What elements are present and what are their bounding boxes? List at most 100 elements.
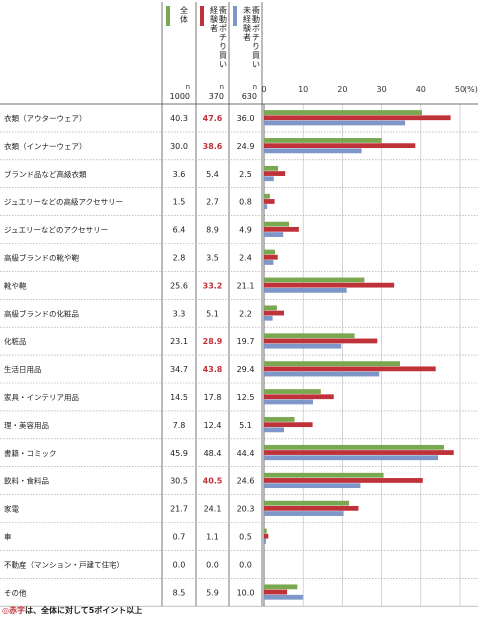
category-label: 高級ブランドの靴や鞄 xyxy=(4,252,79,262)
legend-swatch-exp xyxy=(200,6,204,26)
footnote-red-word: 赤字 xyxy=(9,605,25,615)
value-cell-exp: 43.8 xyxy=(203,365,223,374)
value-cell-noexp: 36.0 xyxy=(237,114,255,123)
value-cell-noexp: 24.6 xyxy=(237,477,255,486)
value-cell-all: 23.1 xyxy=(170,337,188,346)
bar-noexp xyxy=(264,343,342,349)
category-label: ブランド品など高級衣類 xyxy=(4,169,87,179)
bar-exp xyxy=(264,589,288,595)
x-tick-label: 0 xyxy=(261,85,266,94)
bar-exp xyxy=(264,478,423,483)
value-cell-all: 3.3 xyxy=(173,309,186,318)
value-cell-exp: 2.7 xyxy=(206,198,219,207)
bar-all xyxy=(264,472,384,478)
value-cell-noexp: 12.5 xyxy=(237,393,255,402)
bar-noexp xyxy=(264,232,284,237)
bar-exp xyxy=(264,533,269,539)
value-cell-all: 34.7 xyxy=(170,365,188,374)
bar-all xyxy=(264,305,277,311)
bar-noexp xyxy=(264,176,274,182)
bar-exp xyxy=(264,310,284,316)
value-cell-noexp: 2.2 xyxy=(239,309,252,318)
bar-noexp xyxy=(264,148,362,154)
value-cell-noexp: 21.1 xyxy=(237,281,255,290)
category-label: その他 xyxy=(4,587,27,597)
bar-noexp xyxy=(264,260,274,265)
category-label: 飲料・食料品 xyxy=(4,476,49,486)
bar-all xyxy=(264,500,350,506)
bar-all xyxy=(264,333,355,339)
bar-noexp xyxy=(264,594,304,600)
x-axis-unit: (%) xyxy=(464,85,478,94)
x-tick-label: 30 xyxy=(377,85,387,94)
value-cell-all: 3.6 xyxy=(173,170,186,179)
column-label-all: 全体 xyxy=(180,5,188,24)
bar-all xyxy=(264,444,444,450)
n-label-all: n xyxy=(186,83,190,91)
value-cell-exp: 5.1 xyxy=(206,309,219,318)
value-cell-all: 14.5 xyxy=(170,393,188,402)
bar-all xyxy=(264,528,267,534)
value-cell-exp: 5.9 xyxy=(206,588,219,597)
bar-all xyxy=(264,193,270,199)
value-cell-noexp: 2.4 xyxy=(239,253,252,262)
bar-noexp xyxy=(264,204,268,210)
category-label: 不動産（マンション・戸建て住宅） xyxy=(4,559,124,569)
value-cell-noexp: 24.9 xyxy=(237,142,255,151)
category-label: ジュエリーなどのアクセサリー xyxy=(4,226,108,235)
value-cell-exp: 3.5 xyxy=(206,253,219,262)
bar-noexp xyxy=(264,371,380,377)
value-cell-all: 40.3 xyxy=(170,114,188,123)
bar-noexp xyxy=(264,287,347,293)
legend-swatch-noexp xyxy=(233,6,237,26)
bar-all xyxy=(264,361,401,367)
value-cell-noexp: 29.4 xyxy=(237,365,255,374)
value-cell-all: 0.7 xyxy=(173,532,186,541)
bar-exp xyxy=(264,226,299,232)
category-label: 生活日用品 xyxy=(4,364,42,374)
value-cell-noexp: 44.4 xyxy=(237,449,255,458)
footnote-marker: ◎ xyxy=(2,606,9,615)
x-tick-label: 10 xyxy=(298,85,308,94)
x-tick-label: 40 xyxy=(416,85,426,94)
value-cell-noexp: 19.7 xyxy=(237,337,255,346)
value-cell-noexp: 4.9 xyxy=(239,226,252,235)
bar-exp xyxy=(264,366,436,372)
value-cell-exp: 28.9 xyxy=(203,337,223,346)
bar-noexp xyxy=(264,539,266,544)
bar-exp xyxy=(264,171,286,176)
value-cell-noexp: 20.3 xyxy=(237,505,255,514)
bar-noexp xyxy=(264,455,439,461)
x-tick-label: 20 xyxy=(337,85,347,94)
value-cell-all: 6.4 xyxy=(173,226,186,235)
bar-noexp xyxy=(264,427,284,433)
bar-noexp xyxy=(264,511,344,516)
value-cell-exp: 33.2 xyxy=(203,281,223,290)
bar-all xyxy=(264,221,290,227)
bar-exp xyxy=(264,254,278,260)
category-label: 靴や鞄 xyxy=(4,280,27,290)
bar-noexp xyxy=(264,399,313,405)
value-cell-exp: 0.0 xyxy=(206,560,219,569)
value-cell-exp: 47.6 xyxy=(203,114,223,123)
value-cell-exp: 48.4 xyxy=(204,449,222,458)
value-cell-noexp: 0.5 xyxy=(239,532,252,541)
value-cell-exp: 17.8 xyxy=(204,393,222,402)
value-cell-noexp: 0.0 xyxy=(239,560,252,569)
category-label: 高級ブランドの化粧品 xyxy=(4,308,79,318)
bar-exp xyxy=(264,282,395,288)
bar-exp xyxy=(264,143,416,149)
bar-all xyxy=(264,249,275,255)
value-cell-exp: 12.4 xyxy=(204,421,222,430)
bar-all xyxy=(264,584,298,590)
category-label: 車 xyxy=(4,531,12,541)
n-value-all: 1000 xyxy=(170,92,190,101)
n-value-exp: 370 xyxy=(209,92,224,101)
bar-all xyxy=(264,389,321,394)
column-label-exp: 衝動ポチり買い経験者 xyxy=(210,5,227,69)
category-label: 家電 xyxy=(4,504,19,514)
bar-all xyxy=(264,165,279,171)
value-cell-all: 2.8 xyxy=(173,253,186,262)
